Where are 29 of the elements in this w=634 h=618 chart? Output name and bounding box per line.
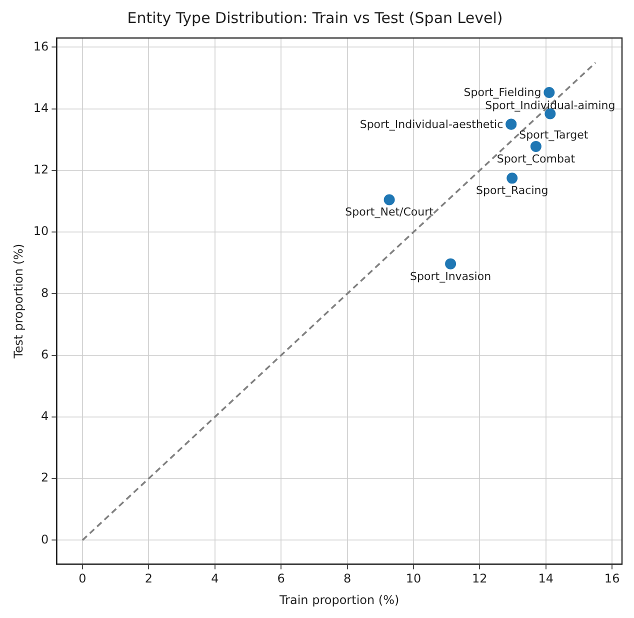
y-tick-label: 2	[41, 470, 49, 485]
x-tick-label: 6	[277, 572, 285, 586]
annotation: Sport_Individual-aesthetic	[360, 118, 504, 131]
annotation: Sport_Individual-aiming	[485, 98, 616, 112]
y-tick-label: 4	[41, 409, 49, 424]
x-tick-label: 4	[211, 572, 219, 586]
y-axis-title: Test proportion (%)	[11, 244, 26, 360]
y-tick-label: 16	[33, 39, 49, 54]
x-tick-label: 2	[144, 572, 153, 586]
y-tick-label: 12	[33, 162, 49, 177]
annotation: Sport_Net/Court	[345, 206, 434, 219]
y-tick-label: 8	[41, 286, 49, 300]
y-tick-label: 0	[41, 532, 49, 546]
annotation: Sport_Invasion	[410, 270, 492, 283]
y-tick-label: 14	[33, 100, 49, 115]
x-tick-label: 8	[343, 572, 352, 586]
x-tick-label: 16	[604, 572, 620, 586]
chart-title: Entity Type Distribution: Train vs Test (Span Level)	[127, 8, 503, 27]
x-tick-label: 12	[472, 572, 488, 586]
annotation: Sport_Target	[519, 128, 589, 142]
y-tick-label: 10	[33, 224, 49, 238]
x-tick-label: 0	[78, 572, 86, 586]
x-axis-title: Train proportion (%)	[278, 592, 400, 607]
annotation: Sport_Racing	[476, 184, 548, 198]
y-tick-label: 6	[41, 347, 49, 362]
annotation: Sport_Fielding	[464, 86, 542, 100]
annotation: Sport_Combat	[496, 152, 576, 166]
x-tick-label: 10	[406, 572, 422, 586]
x-tick-label: 14	[538, 572, 554, 586]
